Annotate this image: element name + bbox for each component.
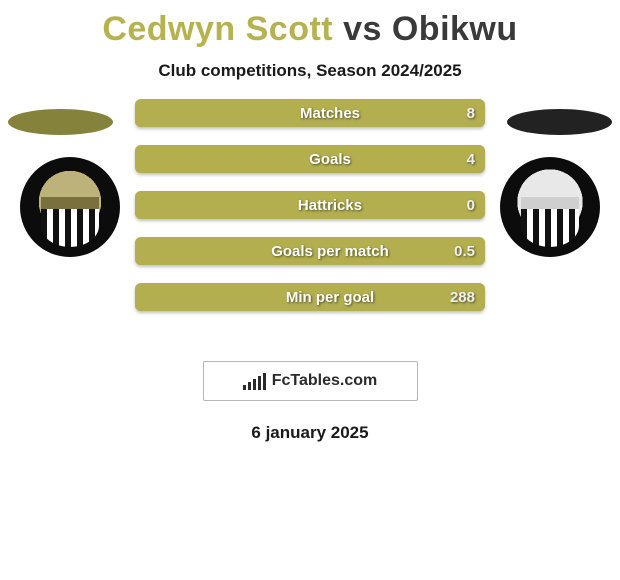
stat-label: Min per goal: [246, 289, 374, 306]
brand-box: FcTables.com: [203, 361, 418, 401]
stat-value-right: 0.5: [454, 243, 475, 260]
title-vs: vs: [343, 10, 392, 48]
stat-value-right: 4: [467, 151, 475, 168]
stat-label: Goals per match: [231, 243, 389, 260]
title-left: Cedwyn Scott: [102, 10, 333, 48]
page-title: Cedwyn Scott vs Obikwu: [0, 0, 620, 49]
stat-row: Matches 8: [135, 99, 485, 127]
stat-row: Goals per match 0.5: [135, 237, 485, 265]
stat-label: Goals: [269, 151, 351, 168]
stat-rows: Matches 8 Goals 4 Hattricks 0 Goals per …: [135, 99, 485, 311]
subtitle: Club competitions, Season 2024/2025: [0, 61, 620, 81]
stat-label: Hattricks: [258, 197, 362, 214]
club-crest-right: [500, 157, 600, 257]
stat-value-right: 0: [467, 197, 475, 214]
pedestal-right: [507, 109, 612, 135]
brand-bars-icon: [243, 372, 266, 390]
brand-text: FcTables.com: [272, 372, 378, 390]
stat-row: Goals 4: [135, 145, 485, 173]
title-right: Obikwu: [392, 10, 518, 48]
date-stamp: 6 january 2025: [0, 423, 620, 443]
crest-stripes-icon: [521, 197, 579, 247]
stat-row: Hattricks 0: [135, 191, 485, 219]
stat-value-right: 8: [467, 105, 475, 122]
stat-row: Min per goal 288: [135, 283, 485, 311]
comparison-card: Cedwyn Scott vs Obikwu Club competitions…: [0, 0, 620, 580]
club-crest-left: [20, 157, 120, 257]
pedestal-left: [8, 109, 113, 135]
crest-stripes-icon: [41, 197, 99, 247]
stat-value-right: 288: [450, 289, 475, 306]
stat-label: Matches: [260, 105, 360, 122]
